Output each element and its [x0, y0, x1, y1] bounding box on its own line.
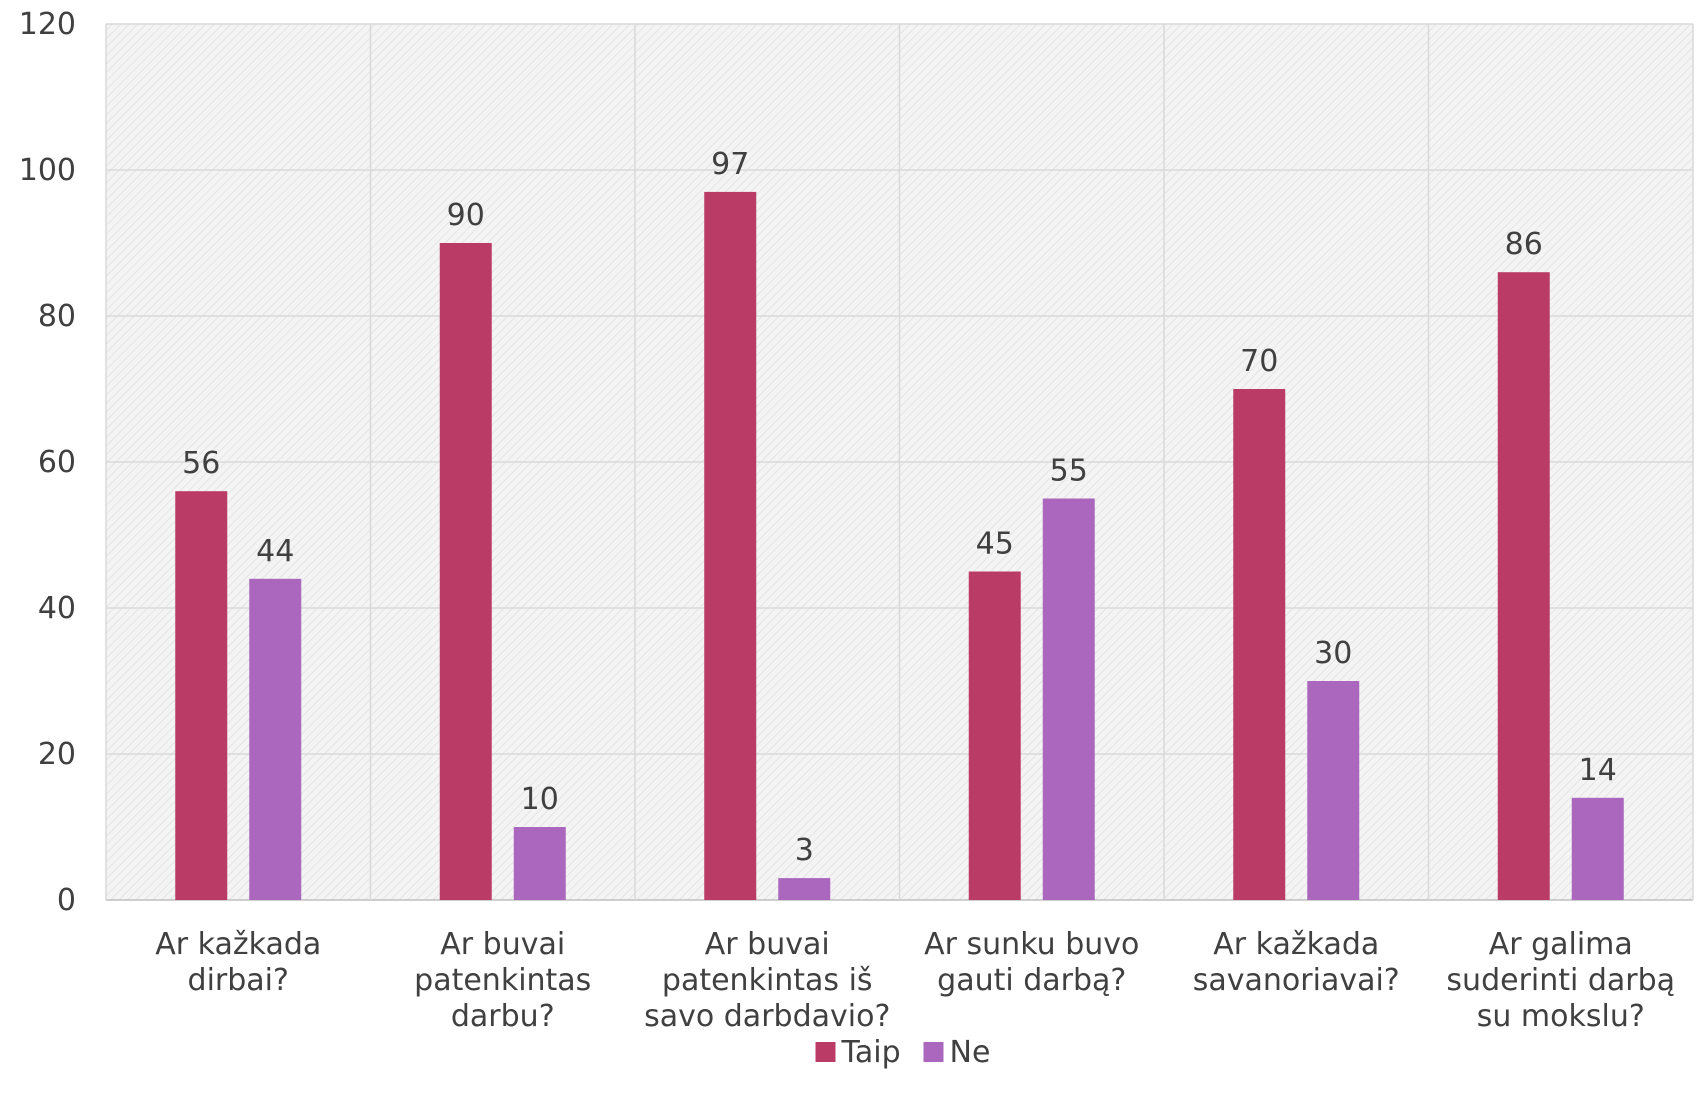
data-label: 3: [795, 833, 814, 868]
legend-swatch: [815, 1042, 836, 1062]
bar-ne-6: [1571, 797, 1624, 900]
category-label: Ar buvai patenkintas iš savo darbdavio?: [644, 927, 890, 1034]
data-label: 97: [711, 147, 749, 182]
bar-ne-5: [1307, 681, 1360, 900]
data-label: 45: [976, 527, 1014, 562]
bar-taip-6: [1497, 272, 1550, 900]
legend-swatch: [923, 1042, 944, 1062]
data-labels: 56 44 90 10 97 3 45 55 70 30 86 14: [182, 147, 1617, 868]
data-label: 44: [256, 534, 294, 569]
data-label: 56: [182, 446, 220, 481]
legend-item-taip: Taip: [815, 1035, 901, 1070]
legend-label: Ne: [950, 1035, 991, 1070]
bar-taip-1: [175, 491, 228, 900]
y-tick-label: 120: [19, 7, 76, 42]
data-label: 55: [1050, 454, 1088, 489]
y-tick-label: 80: [38, 299, 76, 334]
category-label: Ar kažkada savanoriavai?: [1193, 927, 1400, 998]
y-axis-ticks: 0 20 40 60 80 100 120: [19, 7, 76, 918]
y-tick-label: 20: [38, 737, 76, 772]
category-label: Ar galima suderinti darbą su mokslu?: [1446, 927, 1675, 1034]
bars: [175, 191, 1624, 900]
x-axis-categories: Ar kažkada dirbai? Ar buvai patenkintas darb…: [155, 927, 1675, 1034]
category-label: Ar sunku buvo gauti darbą?: [924, 927, 1139, 998]
bar-taip-5: [1233, 389, 1286, 900]
category-label: Ar kažkada dirbai?: [155, 927, 321, 998]
data-label: 90: [447, 198, 485, 233]
bar-ne-2: [513, 827, 566, 900]
data-label: 10: [521, 782, 559, 817]
data-label: 30: [1314, 636, 1352, 671]
legend-item-ne: Ne: [923, 1035, 991, 1070]
bar-ne-4: [1042, 498, 1095, 900]
data-label: 70: [1240, 344, 1278, 379]
legend: Taip Ne: [815, 1035, 991, 1070]
data-label: 14: [1579, 753, 1617, 788]
legend-label: Taip: [841, 1035, 901, 1070]
category-dividers: [105, 24, 1694, 900]
bar-ne-3: [778, 878, 831, 900]
bar-taip-4: [968, 571, 1021, 900]
y-tick-label: 60: [38, 445, 76, 480]
y-tick-label: 40: [38, 591, 76, 626]
bar-taip-3: [704, 191, 757, 900]
y-tick-label: 100: [19, 153, 76, 188]
bar-taip-2: [439, 243, 492, 900]
bar-ne-1: [249, 578, 302, 900]
category-label: Ar buvai patenkintas darbu?: [414, 927, 591, 1034]
y-tick-label: 0: [57, 883, 76, 918]
data-label: 86: [1505, 227, 1543, 262]
